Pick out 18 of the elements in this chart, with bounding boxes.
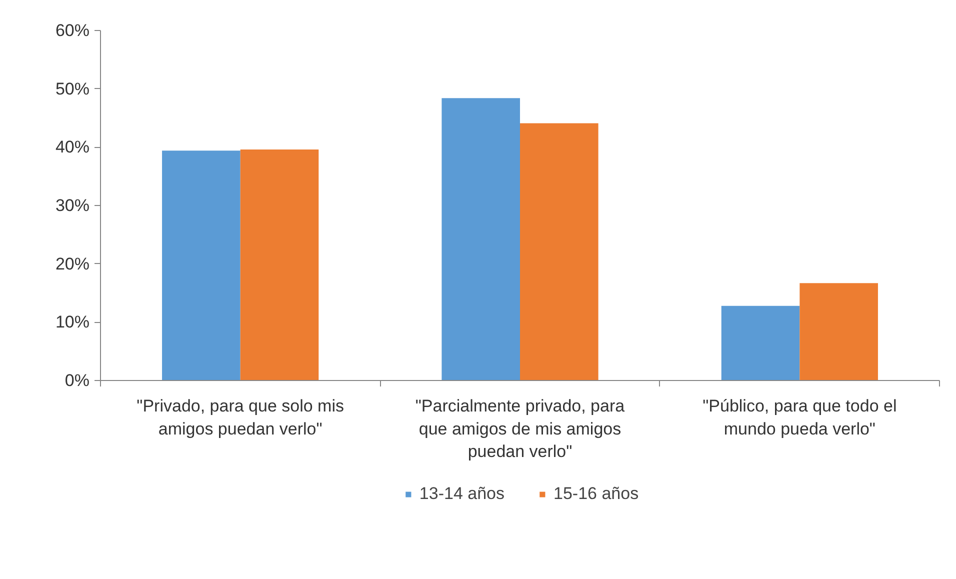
y-tick-label: 10% [55,312,90,332]
y-tick-label: 20% [55,254,90,274]
x-tick-label: "Público, para que todo el mundo pueda verlo" [702,396,897,438]
legend-label: 13-14 años [419,484,504,504]
bar [721,306,800,380]
bar [162,150,240,380]
bar [240,150,319,380]
x-tick-label: "Privado, para que solo mis amigos puedan verlo" [136,396,344,438]
y-tick-label: 30% [55,196,90,215]
y-tick-label: 60% [55,21,90,40]
y-tick-label: 0% [64,371,90,390]
bar [800,283,878,380]
y-tick-label: 40% [55,138,90,157]
x-tick-label: "Parcialmente privado, para que amigos de mis amigos puedan verlo" [415,396,626,462]
legend-label: 15-16 años [554,484,639,504]
bar [442,98,520,380]
y-tick-label: 50% [55,79,90,98]
bar [520,123,598,380]
